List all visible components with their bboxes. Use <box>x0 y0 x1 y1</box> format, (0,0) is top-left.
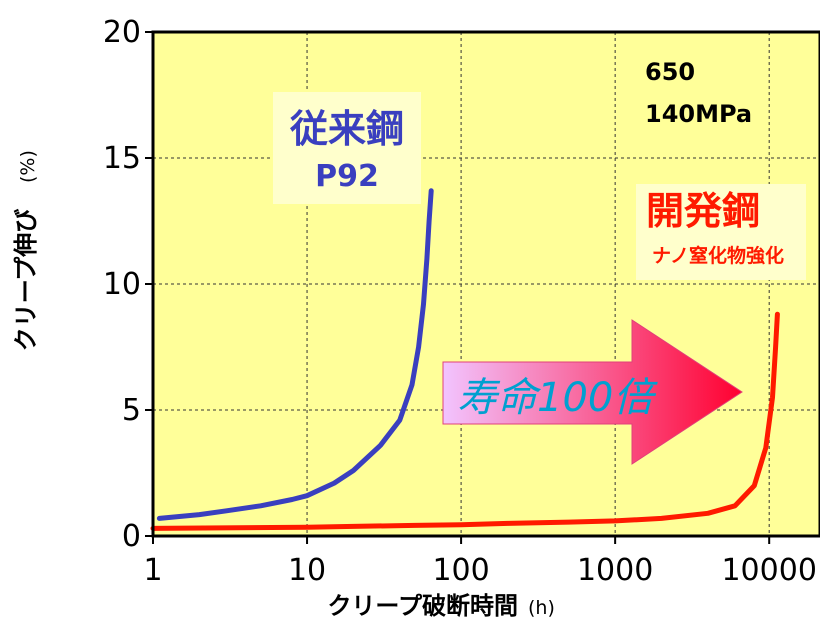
improvement-arrow-text: 寿命100倍 <box>457 375 658 421</box>
series-line-conventional <box>156 188 434 521</box>
x-axis-title: クリープ破断時間 (h) <box>327 592 554 620</box>
x-axis-unit: (h) <box>528 597 555 619</box>
series-layer <box>150 188 780 531</box>
y-tick-label: 20 <box>103 15 141 50</box>
y-axis-label: クリープ伸び <box>12 209 40 352</box>
x-tick-label: 10 <box>288 553 326 588</box>
improvement-arrow: 寿命100倍 <box>442 319 743 465</box>
series-red-name: 開発鋼 <box>646 189 760 233</box>
series-label-red-box <box>636 184 806 280</box>
series-label-blue: 従来鋼 P92 <box>273 92 421 204</box>
y-tick-label: 5 <box>122 393 141 428</box>
series-blue-name: 従来鋼 <box>289 107 404 151</box>
plot-area <box>153 32 820 536</box>
series-label-blue-box <box>273 92 421 204</box>
y-axis-ticks: 0 5 10 15 20 <box>103 15 153 554</box>
series-blue-subname: P92 <box>315 159 379 194</box>
y-axis-unit: (%) <box>17 150 39 183</box>
series-label-red: 開発鋼 ナノ窒化物強化 <box>636 184 806 280</box>
x-axis-label: クリープ破断時間 <box>327 592 518 620</box>
series-line-developed <box>150 311 780 531</box>
improvement-arrow-shape <box>442 319 743 465</box>
y-tick-label: 15 <box>103 141 141 176</box>
condition-stress: 140MPa <box>645 100 752 128</box>
y-tick-label: 0 <box>122 519 141 554</box>
x-tick-label: 10000 <box>721 553 816 588</box>
x-axis-ticks: 1 10 100 1000 10000 <box>143 536 817 588</box>
x-tick-label: 1 <box>143 553 162 588</box>
x-tick-label: 100 <box>432 553 489 588</box>
y-axis-title: クリープ伸び (%) <box>12 150 40 351</box>
y-tick-label: 10 <box>103 267 141 302</box>
series-red-subname: ナノ窒化物強化 <box>652 244 784 267</box>
x-tick-label: 1000 <box>577 553 653 588</box>
condition-temperature: 650 <box>645 58 695 86</box>
